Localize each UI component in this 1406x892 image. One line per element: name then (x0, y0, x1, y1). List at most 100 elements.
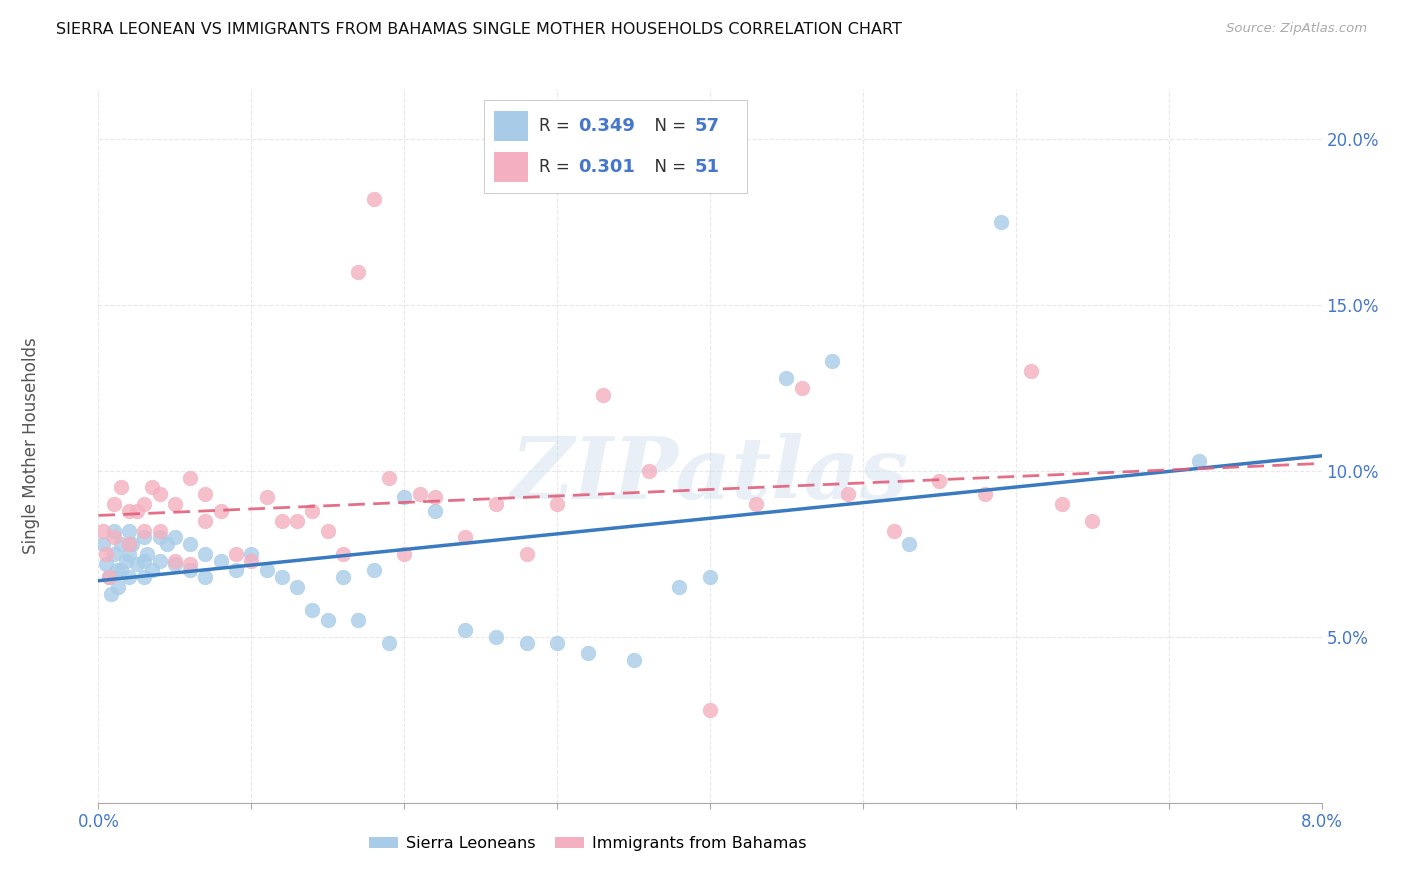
Point (98, 570, 121, 584)
Point (546, 636, 568, 650)
Point (103, 547, 125, 561)
Text: SIERRA LEONEAN VS IMMIGRANTS FROM BAHAMAS SINGLE MOTHER HOUSEHOLDS CORRELATION C: SIERRA LEONEAN VS IMMIGRANTS FROM BAHAMA… (56, 22, 903, 37)
Point (194, 547, 217, 561)
Point (118, 504, 141, 518)
Point (623, 653, 645, 667)
Point (225, 547, 247, 561)
Point (103, 497, 125, 511)
Point (179, 557, 201, 571)
Point (928, 474, 950, 488)
Point (240, 547, 263, 561)
Point (270, 570, 294, 584)
Point (163, 557, 186, 571)
Point (149, 524, 172, 538)
Point (316, 524, 339, 538)
Point (897, 537, 920, 551)
Point (121, 537, 143, 551)
Point (392, 491, 416, 505)
Point (285, 514, 308, 528)
Point (156, 537, 179, 551)
Point (974, 487, 997, 501)
Point (256, 491, 278, 505)
Point (141, 481, 163, 495)
Point (668, 580, 690, 594)
Text: Source: ZipAtlas.com: Source: ZipAtlas.com (1226, 22, 1367, 36)
Point (118, 570, 141, 584)
Point (699, 703, 721, 717)
Point (883, 524, 905, 538)
Point (125, 557, 148, 571)
Point (179, 537, 201, 551)
Point (149, 530, 172, 544)
Point (179, 564, 201, 578)
Point (91, 537, 114, 551)
Point (194, 514, 217, 528)
Point (118, 524, 141, 538)
Point (745, 497, 768, 511)
Point (91, 524, 114, 538)
Point (699, 570, 721, 584)
Point (136, 547, 159, 561)
Point (163, 497, 186, 511)
Point (134, 553, 156, 567)
Point (790, 381, 813, 395)
Point (285, 580, 308, 594)
Legend: Sierra Leoneans, Immigrants from Bahamas: Sierra Leoneans, Immigrants from Bahamas (363, 830, 813, 857)
Point (134, 570, 156, 584)
Point (103, 524, 125, 538)
Point (107, 580, 129, 594)
Point (209, 504, 232, 518)
Point (240, 553, 263, 567)
Point (105, 564, 128, 578)
Point (592, 387, 614, 401)
Point (363, 564, 385, 578)
Point (408, 487, 430, 501)
Point (125, 504, 148, 518)
Point (256, 564, 278, 578)
Point (134, 524, 156, 538)
Point (316, 613, 339, 627)
Point (98, 570, 121, 584)
Point (821, 354, 844, 368)
Point (1188, 454, 1211, 468)
Point (454, 624, 477, 638)
Point (110, 564, 132, 578)
Point (576, 647, 599, 661)
Point (134, 530, 156, 544)
Point (332, 547, 354, 561)
Point (516, 547, 538, 561)
Point (209, 553, 232, 567)
Point (1019, 364, 1042, 378)
Text: Single Mother Households: Single Mother Households (22, 338, 39, 554)
Point (94, 557, 117, 571)
Point (378, 636, 401, 650)
Point (423, 504, 446, 518)
Point (141, 564, 163, 578)
Point (516, 636, 538, 650)
Point (149, 553, 172, 567)
Point (94, 547, 117, 561)
Point (347, 613, 370, 627)
Point (485, 497, 508, 511)
Point (363, 192, 385, 206)
Point (118, 547, 141, 561)
Point (454, 530, 477, 544)
Point (225, 564, 247, 578)
Point (637, 464, 661, 478)
Point (134, 497, 156, 511)
Point (301, 603, 323, 617)
Point (194, 570, 217, 584)
Point (118, 537, 141, 551)
Point (347, 265, 370, 279)
Point (485, 630, 508, 644)
Point (837, 487, 859, 501)
Point (423, 491, 446, 505)
Point (270, 514, 294, 528)
Point (110, 537, 132, 551)
Point (392, 547, 416, 561)
Point (1081, 514, 1104, 528)
Point (100, 587, 122, 601)
Point (179, 470, 201, 484)
Point (149, 487, 172, 501)
Point (301, 504, 323, 518)
